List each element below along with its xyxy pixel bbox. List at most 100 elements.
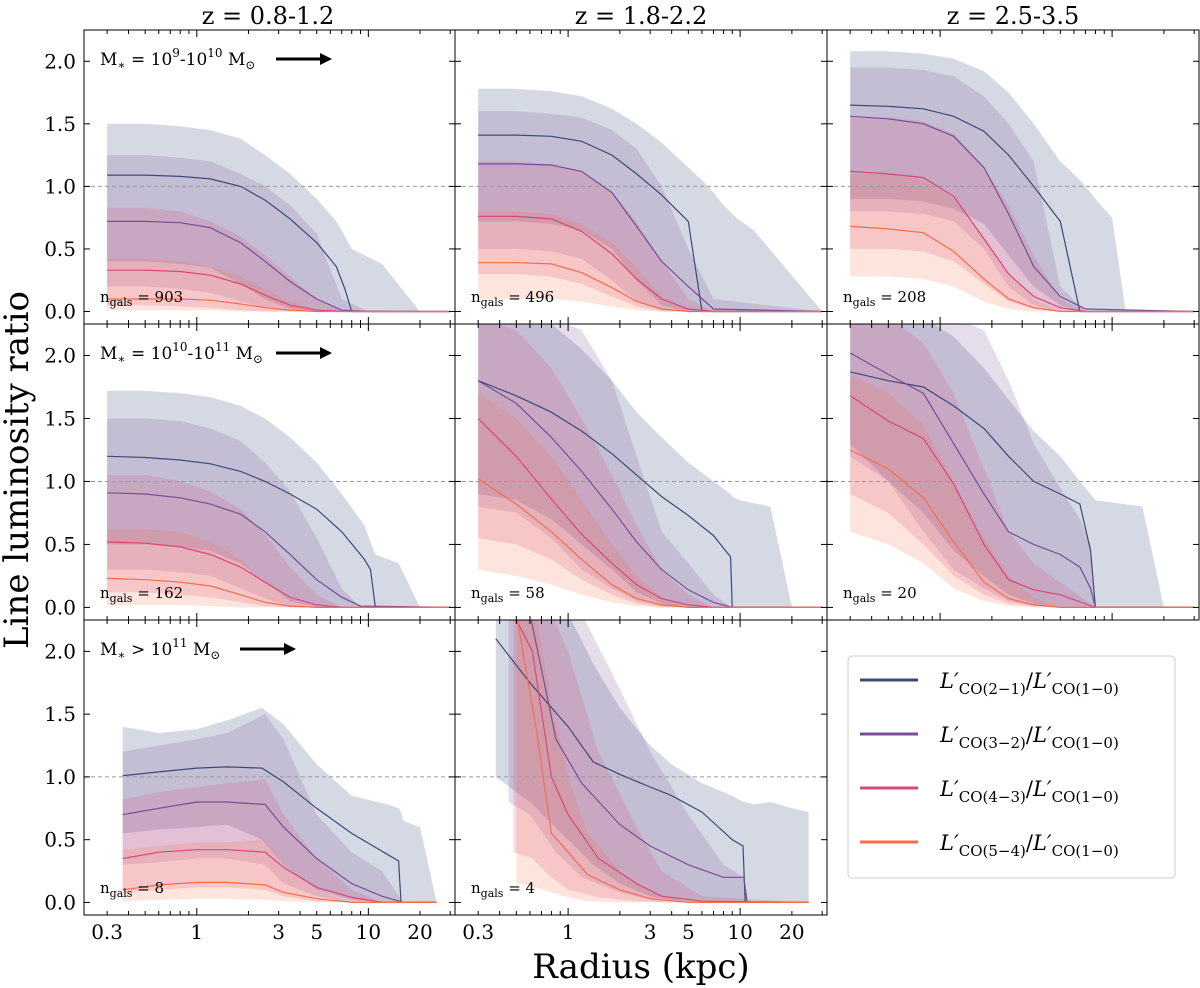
y-tick-label: 1.0 <box>44 174 76 198</box>
mass-bin-label: M∗ = 109-1010 M⊙ <box>100 46 255 72</box>
series-line-3 <box>515 620 809 903</box>
ngals-label: ngals = 162 <box>100 584 183 605</box>
series-line-4 <box>516 620 809 904</box>
y-tick-label: 2.0 <box>44 343 76 367</box>
band-4 <box>850 374 1195 608</box>
y-tick-label: 2.0 <box>44 639 76 663</box>
ngals-label: ngals = 58 <box>471 584 545 605</box>
arrow-head-icon <box>320 53 332 65</box>
x-tick-label: 5 <box>310 920 323 944</box>
column-title-3: z = 2.5-3.5 <box>947 2 1079 30</box>
series-line-3 <box>122 849 437 904</box>
mass-bin-label: M∗ > 1011 M⊙ <box>100 636 220 662</box>
band-1 <box>478 88 823 312</box>
band-4 <box>478 393 823 608</box>
band-3 <box>850 117 1195 312</box>
band-3 <box>107 207 451 312</box>
panel-frame <box>454 619 828 916</box>
y-tick-label: 1.5 <box>44 112 76 136</box>
y-tick-label: 0.0 <box>44 890 76 914</box>
series-line-3 <box>477 418 823 609</box>
y-tick-label: 0.5 <box>44 828 76 852</box>
series-line-2 <box>107 220 451 313</box>
x-tick-label: 3 <box>644 920 657 944</box>
y-tick-label: 1.0 <box>44 765 76 789</box>
series-line-4 <box>478 262 823 313</box>
band-1 <box>107 390 451 608</box>
x-tick-label: 0.3 <box>91 920 123 944</box>
series-line-2 <box>530 620 809 904</box>
ngals-label: ngals = 4 <box>471 879 535 900</box>
x-tick-label: 3 <box>272 920 285 944</box>
series-line-4 <box>107 298 451 313</box>
legend-label-4: L′CO(5−4)/L′CO(1−0) <box>939 831 1119 860</box>
band-2 <box>107 418 451 608</box>
band-1 <box>107 123 451 312</box>
panel-frame <box>826 323 1200 621</box>
ngals-label: ngals = 8 <box>100 879 164 900</box>
y-tick-label: 0.5 <box>44 237 76 261</box>
x-tick-label: 10 <box>356 920 381 944</box>
series-line-2 <box>107 492 451 608</box>
panel-r2-c2: ngals = 58 <box>454 323 828 621</box>
panel-r1-c3: ngals = 208 <box>826 29 1200 325</box>
ngals-label: ngals = 496 <box>471 288 554 309</box>
y-tick-label: 1.0 <box>44 469 76 493</box>
y-axis-title: Line luminosity ratio <box>0 291 37 649</box>
panel-r2-c3: ngals = 20 <box>826 323 1200 621</box>
ngals-label: ngals = 20 <box>843 584 917 605</box>
plot-area <box>84 390 455 609</box>
arrow-head-icon <box>284 643 296 655</box>
series-line-4 <box>122 881 437 904</box>
series-line-4 <box>477 478 823 609</box>
y-tick-label: 2.0 <box>44 49 76 73</box>
plot-area <box>455 324 827 609</box>
band-1 <box>850 51 1195 312</box>
band-4 <box>516 620 809 903</box>
band-2 <box>107 155 451 312</box>
series-line-2 <box>477 380 823 609</box>
band-1 <box>478 324 823 608</box>
legend-label-2: L′CO(3−2)/L′CO(1−0) <box>939 723 1119 752</box>
plot-area <box>827 51 1199 313</box>
band-2 <box>478 324 823 608</box>
band-4 <box>107 529 451 608</box>
y-tick-label: 0.0 <box>44 595 76 619</box>
band-4 <box>850 173 1195 312</box>
series-line-2 <box>122 801 437 904</box>
series-line-3 <box>107 269 451 313</box>
series-line-2 <box>850 115 1195 313</box>
panel-r2-c1: 0.0 0.5 1.0 1.5 2.0 ngals = 162 M∗ = 1010-1011… <box>44 323 456 621</box>
y-tick-label: 0.0 <box>44 299 76 323</box>
series-line-2 <box>849 352 1195 609</box>
panels: 0.0 0.5 1.0 1.5 2.0 ngals = 903 M∗ = 109-1010 … <box>44 29 1200 944</box>
legend-label-3: L′CO(4−3)/L′CO(1−0) <box>939 777 1119 806</box>
x-tick-label: 1 <box>562 920 575 944</box>
band-3 <box>107 475 451 608</box>
column-title-1: z = 0.8-1.2 <box>202 2 334 30</box>
plot-area <box>455 620 827 904</box>
band-1 <box>122 707 437 903</box>
series-line-3 <box>850 170 1195 313</box>
band-2 <box>508 620 809 903</box>
x-tick-label: 5 <box>682 920 695 944</box>
band-3 <box>122 779 437 903</box>
x-tick-label: 0.3 <box>462 920 494 944</box>
plot-area <box>84 123 455 313</box>
band-3 <box>478 161 823 312</box>
band-2 <box>122 714 437 903</box>
legend-box <box>847 655 1176 879</box>
series-line-4 <box>849 449 1195 609</box>
ngals-label: ngals = 903 <box>100 288 183 309</box>
panel-r1-c2: ngals = 496 <box>454 29 828 325</box>
column-title-2: z = 1.8-2.2 <box>575 2 707 30</box>
band-4 <box>122 839 437 903</box>
series-line-3 <box>849 395 1195 609</box>
x-tick-label: 20 <box>407 920 432 944</box>
plot-area <box>84 707 455 904</box>
panel-r1-c1: 0.0 0.5 1.0 1.5 2.0 ngals = 903 M∗ = 109-1010 … <box>44 29 456 325</box>
x-tick-label: 10 <box>727 920 752 944</box>
x-tick-label: 1 <box>190 920 203 944</box>
series-line-4 <box>850 225 1195 313</box>
